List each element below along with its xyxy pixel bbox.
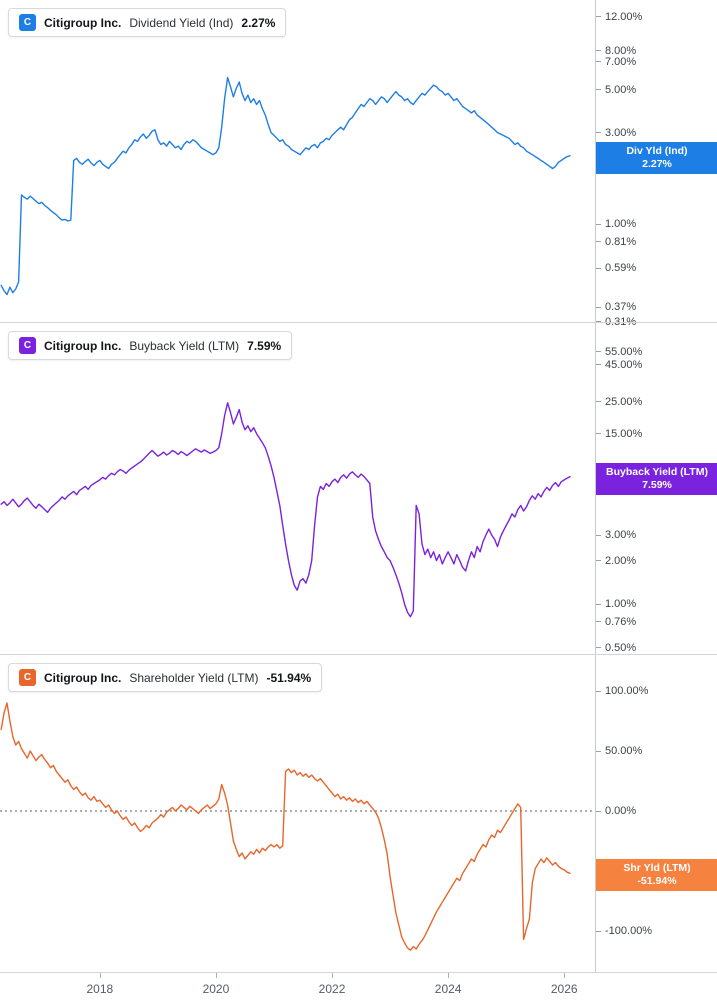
- y-axis-tick: [596, 750, 601, 752]
- y-axis-tick: [596, 603, 601, 605]
- y-axis-tick-label: 1.00%: [605, 598, 637, 611]
- y-axis-tick-label: 0.31%: [605, 315, 637, 328]
- y-axis-tick-label: 50.00%: [605, 745, 643, 757]
- legend-dividend-yield[interactable]: C Citigroup Inc. Dividend Yield (Ind) 2.…: [8, 8, 287, 37]
- badge-series-label: Buyback Yield (LTM): [606, 466, 708, 478]
- x-axis-year-label: 2022: [318, 982, 346, 996]
- company-name: Citigroup Inc.: [44, 670, 122, 685]
- y-axis-tick-label: 0.00%: [605, 805, 637, 817]
- y-axis-tick-label: 3.00%: [605, 126, 637, 139]
- y-axis-tick-label: 100.00%: [605, 685, 649, 697]
- x-axis-tick: [215, 973, 217, 978]
- x-axis-year-label: 2026: [550, 982, 578, 996]
- y-axis-tick-label: 0.59%: [605, 262, 637, 275]
- ticker-badge: C: [19, 337, 36, 354]
- plot-dividend-yield[interactable]: [0, 0, 595, 323]
- y-axis-tick: [596, 930, 601, 932]
- series-value: -51.94%: [266, 670, 312, 685]
- panel-divider: [0, 654, 717, 655]
- series-line-dividend-yield: [0, 76, 571, 296]
- x-axis: 2018 2020 2022 2024 2026: [0, 973, 717, 1005]
- badge-value: 7.59%: [642, 479, 672, 492]
- y-axis-tick-label: 45.00%: [605, 358, 643, 371]
- y-axis-tick: [596, 690, 601, 692]
- badge-series-label: Shr Yld (LTM): [623, 862, 691, 874]
- company-name: Citigroup Inc.: [44, 338, 122, 353]
- badge-series-label: Div Yld (Ind): [626, 145, 688, 157]
- y-axis-tick: [596, 621, 601, 623]
- y-axis-tick: [596, 401, 601, 403]
- axis-badge-dividend-yield: Div Yld (Ind) 2.27%: [596, 142, 717, 175]
- series-value: 2.27%: [241, 15, 276, 30]
- axis-badge-shareholder-yield: Shr Yld (LTM) -51.94%: [596, 859, 717, 892]
- y-axis-tick-label: 0.37%: [605, 301, 637, 314]
- y-axis-tick-label: 15.00%: [605, 427, 643, 440]
- x-axis-tick: [448, 973, 450, 978]
- y-axis-tick: [596, 267, 601, 269]
- y-axis-tick-label: 2.00%: [605, 554, 637, 567]
- axis-badge-buyback-yield: Buyback Yield (LTM) 7.59%: [596, 463, 717, 496]
- panel-dividend-yield: C Citigroup Inc. Dividend Yield (Ind) 2.…: [0, 0, 595, 323]
- y-axis-tick-label: 0.81%: [605, 235, 637, 248]
- x-axis-year-label: 2018: [86, 982, 114, 996]
- y-axis-tick-label: 0.76%: [605, 615, 637, 628]
- y-axis-tick-label: 8.00%: [605, 44, 637, 57]
- badge-value: 2.27%: [642, 158, 672, 171]
- y-axis-tick-label: 0.50%: [605, 641, 637, 654]
- y-axis-tick: [596, 560, 601, 562]
- legend-shareholder-yield[interactable]: C Citigroup Inc. Shareholder Yield (LTM)…: [8, 663, 323, 692]
- right-axis: Div Yld (Ind) 2.27% Buyback Yield (LTM) …: [595, 0, 717, 973]
- y-axis-tick-label: 1.00%: [605, 218, 637, 231]
- series-line-buyback-yield: [0, 402, 571, 618]
- y-axis-tick: [596, 534, 601, 536]
- y-axis-tick: [596, 321, 601, 323]
- y-axis-tick: [596, 351, 601, 353]
- y-axis-tick: [596, 364, 601, 366]
- y-axis-tick-label: 12.00%: [605, 10, 643, 23]
- legend-buyback-yield[interactable]: C Citigroup Inc. Buyback Yield (LTM) 7.5…: [8, 331, 293, 360]
- y-axis-tick-label: -100.00%: [605, 925, 653, 937]
- badge-value: -51.94%: [637, 875, 677, 888]
- x-axis-tick: [332, 973, 334, 978]
- ticker-badge: C: [19, 14, 36, 31]
- y-axis-tick-label: 55.00%: [605, 345, 643, 358]
- ticker-badge: C: [19, 669, 36, 686]
- plot-buyback-yield[interactable]: [0, 323, 595, 655]
- y-axis-tick: [596, 89, 601, 91]
- y-axis-tick: [596, 241, 601, 243]
- series-name: Buyback Yield (LTM): [129, 338, 240, 353]
- series-value: 7.59%: [247, 338, 282, 353]
- y-axis-tick-label: 5.00%: [605, 83, 637, 96]
- x-axis-tick: [99, 973, 101, 978]
- y-axis-tick: [596, 810, 601, 812]
- series-line-shareholder-yield: [0, 702, 571, 951]
- y-axis-tick-label: 3.00%: [605, 529, 637, 542]
- chart-bottom-border: [0, 972, 717, 973]
- x-axis-year-label: 2024: [434, 982, 462, 996]
- x-axis-tick: [564, 973, 566, 978]
- y-axis-tick: [596, 50, 601, 52]
- panel-divider: [0, 322, 717, 323]
- series-name: Shareholder Yield (LTM): [129, 670, 259, 685]
- y-axis-tick: [596, 433, 601, 435]
- y-axis-tick: [596, 132, 601, 134]
- series-name: Dividend Yield (Ind): [129, 15, 234, 30]
- y-axis-tick: [596, 306, 601, 308]
- y-axis-tick-label: 7.00%: [605, 55, 637, 68]
- company-name: Citigroup Inc.: [44, 15, 122, 30]
- y-axis-tick: [596, 61, 601, 63]
- y-axis-tick: [596, 647, 601, 649]
- y-axis-tick-label: 25.00%: [605, 395, 643, 408]
- y-axis-tick: [596, 223, 601, 225]
- x-axis-year-label: 2020: [202, 982, 230, 996]
- plot-shareholder-yield[interactable]: [0, 655, 595, 973]
- y-axis-tick: [596, 16, 601, 18]
- panel-shareholder-yield: C Citigroup Inc. Shareholder Yield (LTM)…: [0, 655, 595, 973]
- panel-buyback-yield: C Citigroup Inc. Buyback Yield (LTM) 7.5…: [0, 323, 595, 655]
